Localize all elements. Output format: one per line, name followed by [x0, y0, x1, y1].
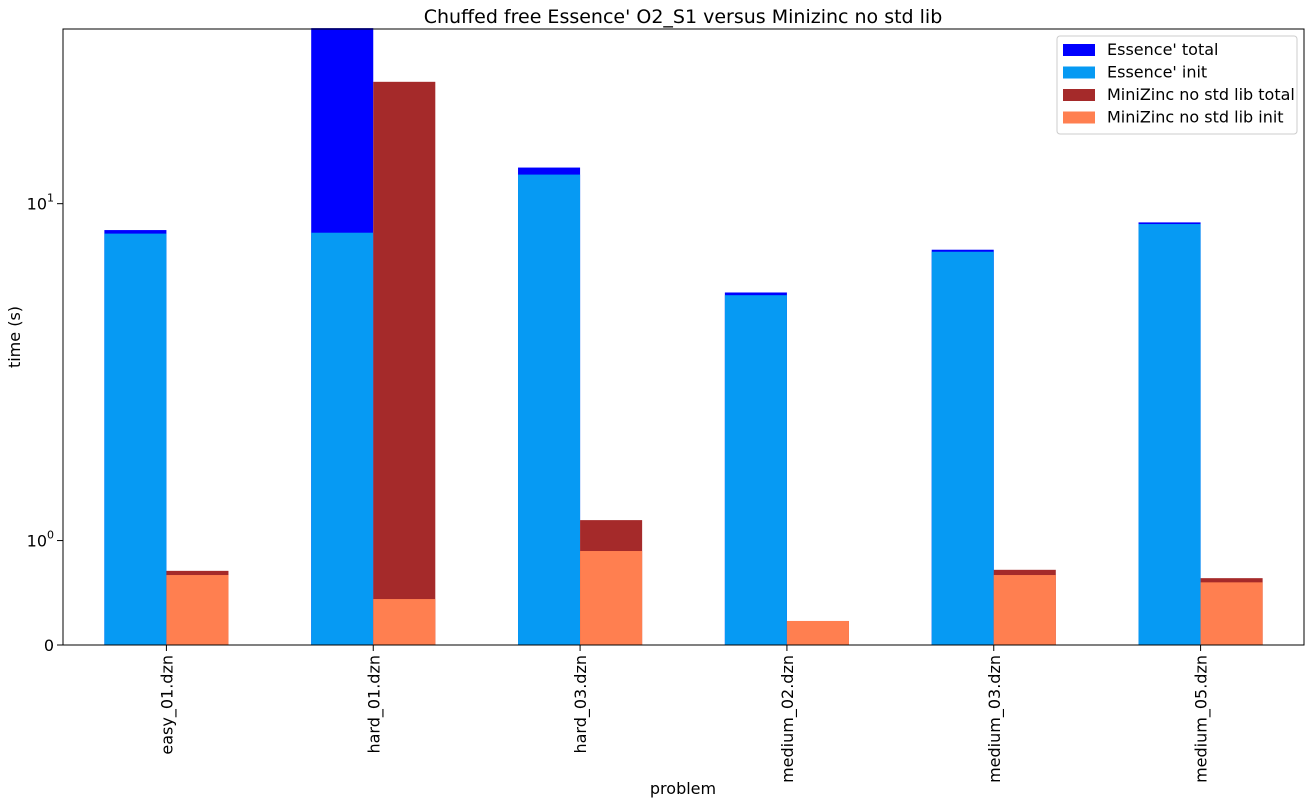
bar-minizinc-init-1 — [373, 599, 436, 645]
x-tick-label-2: hard_03.dzn — [571, 655, 591, 754]
bar-minizinc-init-3 — [786, 620, 849, 645]
chart-title: Chuffed free Essence' O2_S1 versus Miniz… — [424, 6, 943, 28]
legend-label-0: Essence' total — [1107, 40, 1218, 59]
legend-swatch-0 — [1063, 44, 1095, 56]
bar-minizinc-init-2 — [580, 551, 643, 645]
x-tick-label-4: medium_03.dzn — [985, 655, 1005, 783]
bar-essence-init-1 — [311, 232, 374, 645]
x-tick-label-1: hard_01.dzn — [364, 655, 384, 754]
x-axis: easy_01.dzn hard_01.dzn hard_03.dzn medium_… — [157, 645, 1212, 783]
legend-frame — [1056, 35, 1298, 135]
bar-minizinc-init-4 — [993, 575, 1056, 645]
x-tick-label-0: easy_01.dzn — [157, 655, 177, 755]
x-tick-label-5: medium_05.dzn — [1192, 655, 1212, 783]
x-axis-label: problem — [650, 779, 716, 798]
legend-swatch-3 — [1063, 111, 1095, 124]
bar-minizinc-init-5 — [1200, 582, 1263, 645]
bar-essence-init-0 — [104, 233, 167, 645]
y-tick-label-0: 0 — [44, 636, 54, 655]
y-axis-label: time (s) — [5, 306, 24, 368]
legend-label-1: Essence' init — [1107, 63, 1207, 82]
bars-layer — [104, 28, 1263, 646]
legend-swatch-2 — [1063, 89, 1095, 101]
bar-minizinc-total-1 — [373, 81, 436, 646]
legend-label-2: MiniZinc no std lib total — [1107, 85, 1295, 104]
bar-essence-init-4 — [931, 251, 994, 646]
bar-essence-init-3 — [724, 295, 787, 645]
plot-frame — [62, 28, 1305, 646]
x-tick-label-3: medium_02.dzn — [778, 655, 798, 783]
legend-swatch-1 — [1063, 66, 1095, 79]
bar-essence-init-5 — [1138, 224, 1201, 645]
legend: Essence' total Essence' init MiniZinc no s… — [1056, 35, 1298, 135]
bar-essence-init-2 — [518, 174, 581, 645]
legend-label-3: MiniZinc no std lib init — [1107, 108, 1284, 127]
bar-minizinc-init-0 — [166, 575, 229, 645]
